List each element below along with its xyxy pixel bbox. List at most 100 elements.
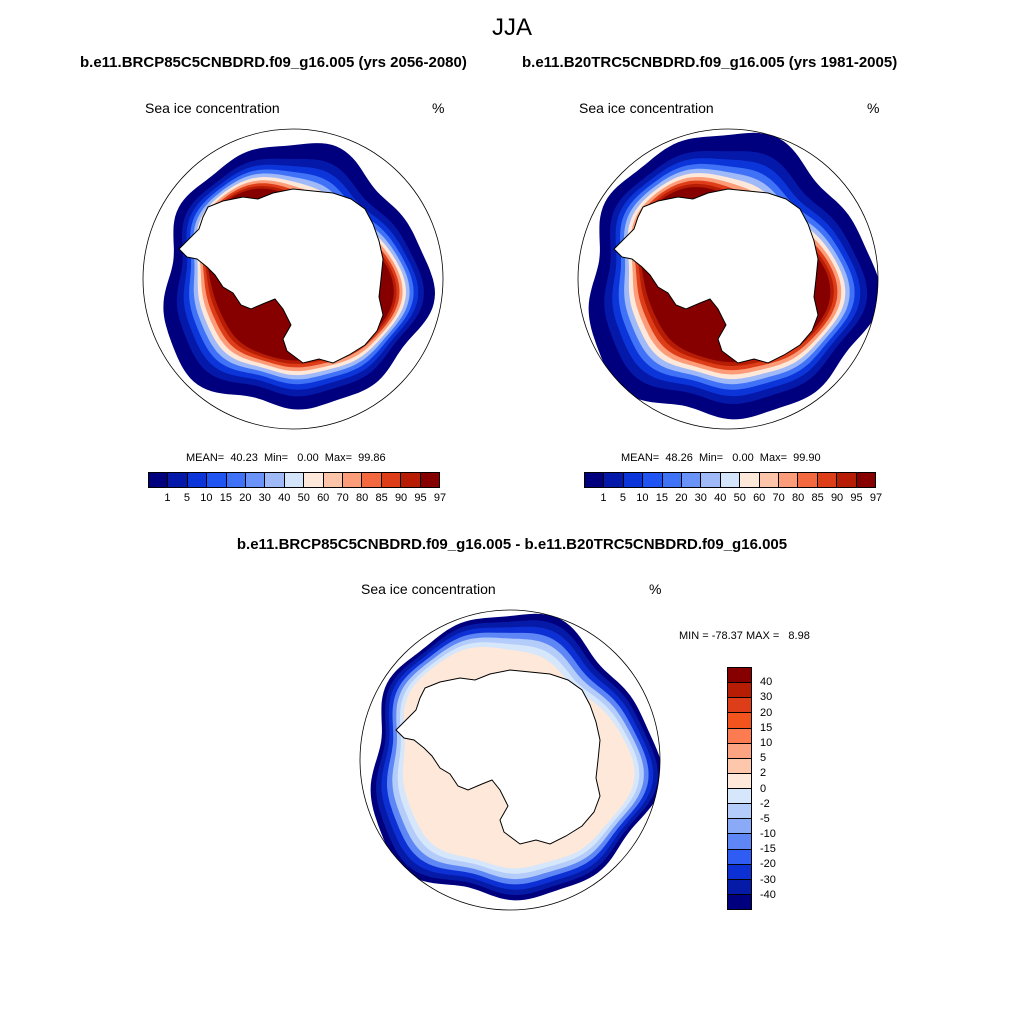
colorbar-swatch — [837, 473, 857, 487]
colorbar-tick-label: 1 — [164, 492, 171, 504]
colorbar-swatch — [728, 743, 751, 759]
colorbar-swatch — [623, 473, 644, 487]
colorbar-swatch — [728, 864, 751, 880]
sea-ice-field — [588, 132, 878, 420]
colorbar-tick-label: 80 — [356, 492, 369, 504]
antarctica-coastline — [613, 188, 819, 364]
colorbar-tick-label: 60 — [317, 492, 330, 504]
colorbar-tick-label: 97 — [433, 492, 447, 504]
colorbar-tick-label: 15 — [760, 721, 773, 734]
panel-2-stats: MEAN= 48.26 Min= 0.00 Max= 99.90 — [621, 452, 821, 464]
colorbar-swatch — [207, 473, 227, 487]
colorbar-swatch — [682, 473, 702, 487]
colorbar-tick-label: 50 — [297, 492, 310, 504]
colorbar-swatch — [284, 473, 305, 487]
diff-colorbar — [727, 667, 752, 910]
colorbar-tick-label: 5 — [183, 492, 190, 504]
colorbar-tick-label: 20 — [239, 492, 252, 504]
colorbar-swatch — [856, 473, 876, 487]
colorbar-swatch — [728, 683, 751, 699]
colorbar-swatch — [728, 879, 751, 895]
colorbar-tick-label: 2 — [760, 767, 767, 780]
panel-1-case-title: b.e11.BRCP85C5CNBDRD.f09_g16.005 (yrs 20… — [80, 54, 467, 71]
colorbar-swatch — [246, 473, 266, 487]
colorbar-tick-label: 30 — [258, 492, 271, 504]
colorbar-swatch — [728, 789, 751, 805]
colorbar-tick-label: 10 — [760, 736, 773, 749]
colorbar-tick-label: 1 — [600, 492, 607, 504]
colorbar-swatch — [604, 473, 624, 487]
colorbar-tick-label: 85 — [375, 492, 388, 504]
colorbar-swatch — [728, 849, 751, 865]
colorbar-swatch — [720, 473, 741, 487]
panel-1-variable-label: Sea ice concentration — [145, 100, 280, 116]
colorbar-tick-label: 40 — [760, 676, 773, 689]
panel-2-case-title: b.e11.B20TRC5CNBDRD.f09_g16.005 (yrs 198… — [522, 54, 898, 71]
colorbar-swatch — [728, 698, 751, 714]
colorbar-tick-label: 0 — [760, 782, 767, 795]
diff-units-label: % — [649, 581, 662, 597]
panel-1-colorbar-ticks: 1 5 10 15 20 30 40 50 60 70 80 85 90 95 97 — [148, 492, 446, 506]
colorbar-tick-label: 10 — [636, 492, 649, 504]
panel-2-colorbar — [584, 472, 876, 488]
colorbar-tick-label: 95 — [414, 492, 427, 504]
colorbar-tick-label: 80 — [792, 492, 805, 504]
colorbar-tick-label: 30 — [694, 492, 707, 504]
colorbar-swatch — [728, 713, 751, 729]
diff-polar-map — [359, 609, 661, 911]
colorbar-swatch — [728, 804, 751, 820]
colorbar-tick-label: 50 — [733, 492, 746, 504]
colorbar-tick-label: 95 — [850, 492, 863, 504]
map-boundary — [142, 128, 444, 430]
colorbar-tick-label: -15 — [760, 843, 776, 856]
diff-title: b.e11.BRCP85C5CNBDRD.f09_g16.005 - b.e11… — [236, 536, 788, 553]
colorbar-tick-label: 90 — [394, 492, 408, 504]
colorbar-tick-label: 70 — [336, 492, 349, 504]
colorbar-tick-label: 20 — [675, 492, 688, 504]
colorbar-swatch — [728, 668, 751, 684]
colorbar-swatch — [662, 473, 683, 487]
colorbar-swatch — [728, 773, 751, 789]
colorbar-tick-label: 15 — [655, 492, 668, 504]
colorbar-tick-label: -40 — [760, 888, 776, 901]
colorbar-tick-label: 5 — [619, 492, 626, 504]
colorbar-tick-label: 60 — [753, 492, 766, 504]
sea-ice-field — [163, 143, 435, 410]
colorbar-swatch — [817, 473, 838, 487]
colorbar-swatch — [728, 819, 751, 835]
colorbar-swatch — [381, 473, 402, 487]
diff-variable-label: Sea ice concentration — [361, 581, 496, 597]
colorbar-swatch — [585, 473, 605, 487]
panel-1-polar-map — [142, 128, 444, 430]
colorbar-swatch — [779, 473, 799, 487]
panel-2-variable-label: Sea ice concentration — [579, 100, 714, 116]
colorbar-tick-label: -5 — [760, 812, 770, 825]
colorbar-swatch — [304, 473, 324, 487]
colorbar-swatch — [701, 473, 721, 487]
colorbar-swatch — [759, 473, 780, 487]
map-boundary — [359, 609, 661, 911]
colorbar-swatch — [420, 473, 440, 487]
colorbar-tick-label: 15 — [219, 492, 232, 504]
map-boundary — [577, 128, 879, 430]
colorbar-swatch — [343, 473, 363, 487]
colorbar-tick-label: -10 — [760, 828, 776, 841]
colorbar-swatch — [323, 473, 344, 487]
colorbar-tick-label: -2 — [760, 797, 770, 810]
colorbar-tick-label: 40 — [278, 492, 291, 504]
colorbar-swatch — [740, 473, 760, 487]
colorbar-tick-label: 10 — [200, 492, 213, 504]
antarctica-coastline — [395, 669, 601, 845]
colorbar-swatch — [149, 473, 169, 487]
antarctica-coastline — [178, 188, 384, 364]
colorbar-swatch — [728, 758, 751, 774]
season-title: JJA — [491, 14, 532, 41]
diff-colorbar-ticks: 40 30 20 15 10 5 2 0 -2 -5 -10 -15 -20 -30 -40 — [758, 667, 788, 910]
colorbar-tick-label: 20 — [760, 706, 773, 719]
colorbar-tick-label: 85 — [811, 492, 824, 504]
colorbar-swatch — [643, 473, 663, 487]
colorbar-tick-label: 40 — [714, 492, 727, 504]
colorbar-tick-label: 70 — [772, 492, 785, 504]
panel-2-colorbar-ticks: 1 5 10 15 20 30 40 50 60 70 80 85 90 95 97 — [584, 492, 882, 506]
colorbar-tick-label: 5 — [760, 752, 767, 765]
